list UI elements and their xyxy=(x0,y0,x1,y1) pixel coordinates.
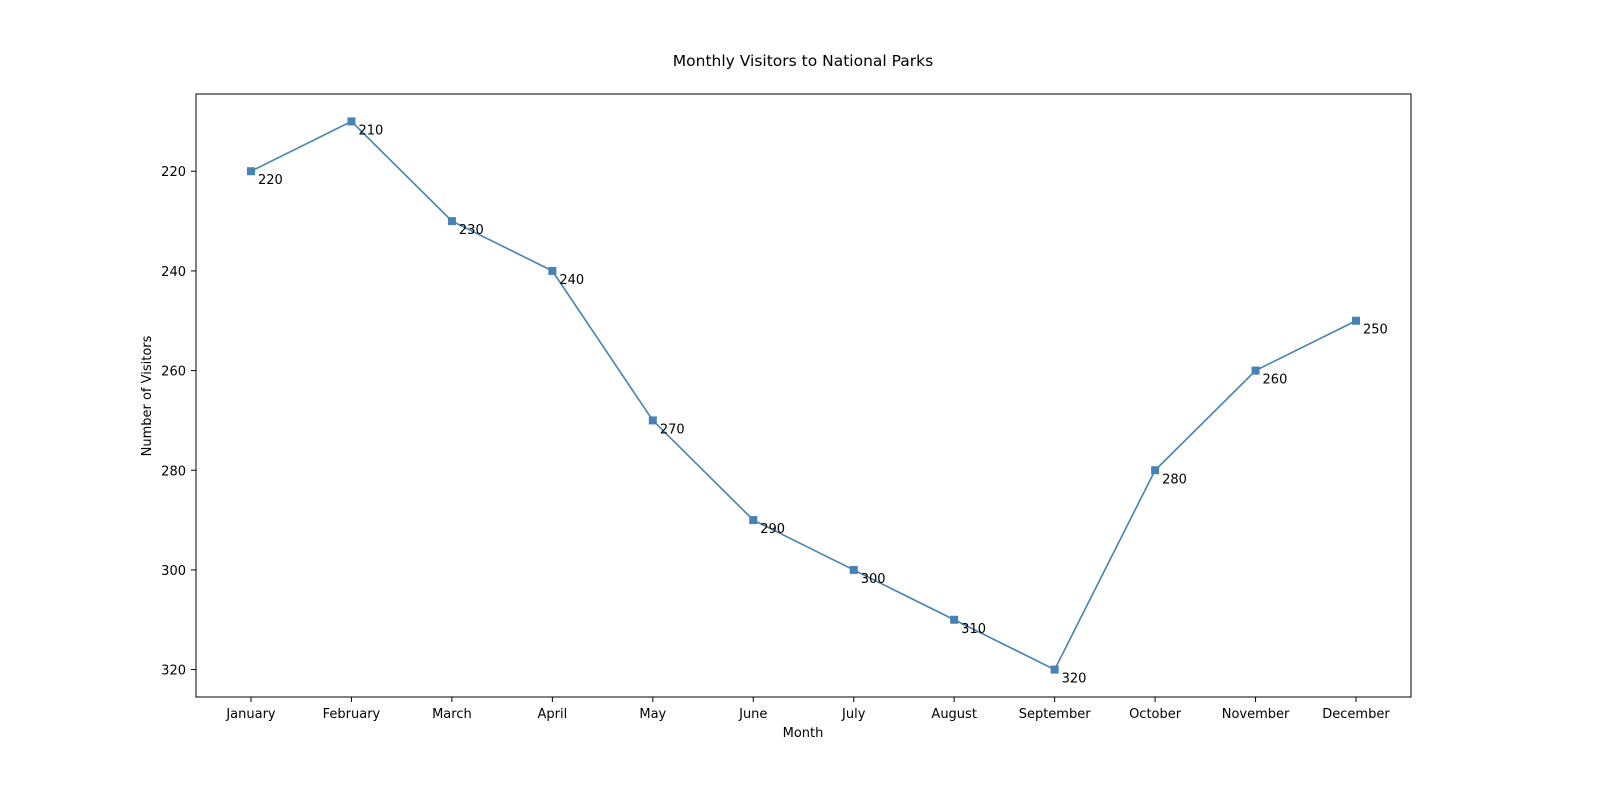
data-label: 300 xyxy=(861,572,886,587)
data-label: 260 xyxy=(1263,373,1288,388)
y-tick-label: 280 xyxy=(161,464,186,479)
x-tick-label: April xyxy=(538,707,568,722)
y-tick-label: 320 xyxy=(161,664,186,679)
data-point-marker xyxy=(1050,665,1059,674)
y-axis-label: Number of Visitors xyxy=(140,335,155,456)
data-point-marker xyxy=(447,217,456,226)
data-label: 220 xyxy=(258,173,283,188)
x-tick-label: October xyxy=(1129,707,1182,722)
data-label-layer: 220 210 230 240 270 290 300 310 320 280 260 250 xyxy=(258,123,1388,686)
data-label: 310 xyxy=(961,622,986,637)
data-label: 320 xyxy=(1062,672,1087,687)
data-point-marker xyxy=(247,167,255,176)
data-label: 280 xyxy=(1162,472,1187,487)
data-label: 240 xyxy=(559,273,584,288)
x-tick-label: February xyxy=(323,707,381,722)
x-tick-label: March xyxy=(432,707,472,722)
y-tick-label: 260 xyxy=(161,365,186,380)
plot-area-frame xyxy=(195,93,1412,698)
x-tick-label: May xyxy=(639,707,666,722)
x-tick-label: July xyxy=(841,707,866,722)
x-tick-label: August xyxy=(931,707,977,722)
y-axis-ticks: 220 240 260 280 300 320 xyxy=(161,165,196,679)
data-label: 210 xyxy=(358,123,383,138)
x-tick-label: December xyxy=(1322,707,1390,722)
series-layer xyxy=(247,117,1360,674)
data-point-marker xyxy=(548,266,557,275)
data-point-marker xyxy=(347,117,356,126)
x-tick-label: June xyxy=(738,707,767,722)
x-axis-label: Month xyxy=(783,726,824,741)
x-axis-ticks: January February March April May June July Augu… xyxy=(225,697,1390,722)
data-point-marker xyxy=(1352,316,1360,325)
data-point-marker xyxy=(849,565,858,574)
data-label: 270 xyxy=(660,422,685,437)
data-point-marker xyxy=(950,615,959,624)
data-point-marker xyxy=(648,416,657,425)
series-line xyxy=(250,120,1357,671)
y-tick-label: 240 xyxy=(161,265,186,280)
data-label: 250 xyxy=(1363,323,1388,338)
x-tick-label: September xyxy=(1019,707,1092,722)
data-label: 230 xyxy=(459,223,484,238)
x-tick-label: November xyxy=(1222,707,1290,722)
y-tick-label: 220 xyxy=(161,165,186,180)
data-point-marker xyxy=(749,516,758,525)
data-point-marker xyxy=(1251,366,1260,375)
data-point-marker xyxy=(1151,466,1160,475)
x-tick-label: January xyxy=(225,707,276,722)
data-label: 290 xyxy=(760,522,785,537)
y-tick-label: 300 xyxy=(161,564,186,579)
chart-title: Monthly Visitors to National Parks xyxy=(673,52,933,70)
